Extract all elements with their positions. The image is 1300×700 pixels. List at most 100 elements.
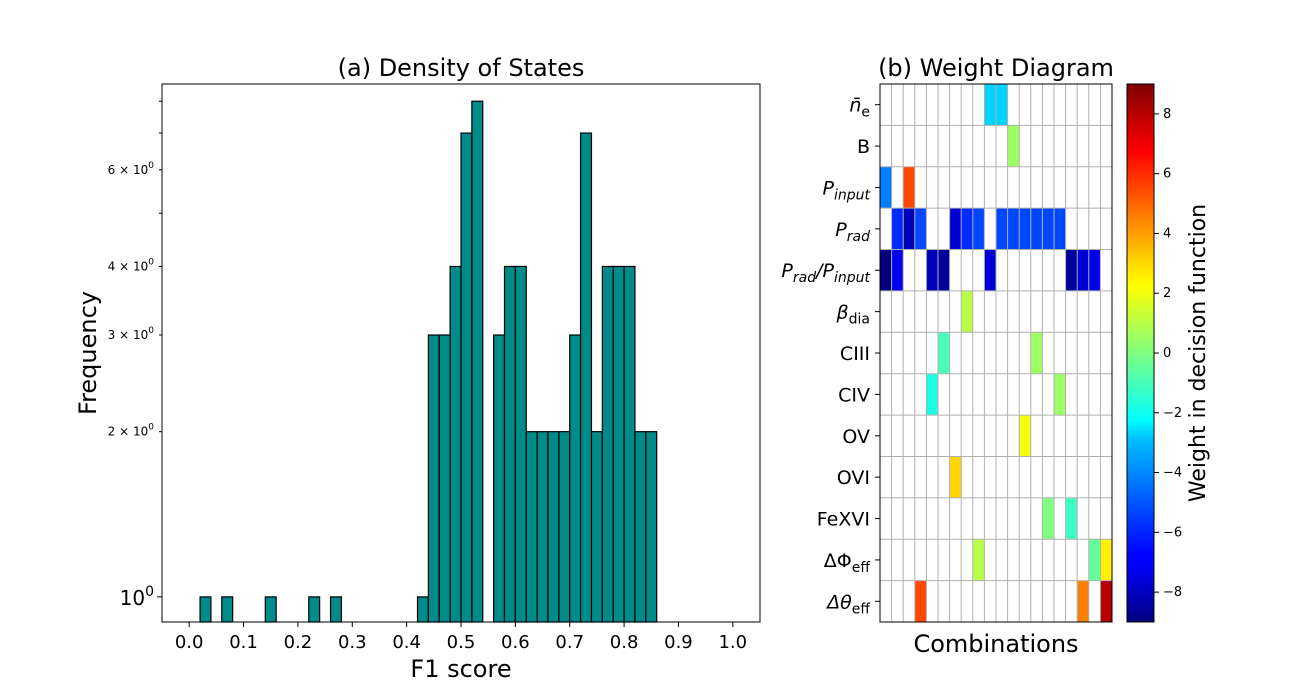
x-tick-label: 0.6	[501, 632, 530, 653]
histogram-bar	[221, 596, 234, 623]
histogram-bar	[525, 431, 538, 623]
colorbar-tick-label: −4	[1163, 466, 1182, 481]
weight-cell	[996, 208, 1008, 250]
histogram-bar	[427, 334, 440, 623]
weight-cell	[972, 208, 985, 250]
histogram-title: (a) Density of States	[338, 54, 585, 82]
weight-cell	[880, 249, 892, 291]
histogram-bar	[569, 334, 582, 623]
colorbar-tick-label: −2	[1163, 406, 1182, 421]
y-tick-label: 100	[120, 584, 154, 610]
weight-cell	[1100, 539, 1112, 581]
x-tick-label: 0.2	[284, 632, 313, 653]
weight-cell	[938, 249, 950, 291]
histogram-x-ticks: 0.0 0.1 0.2 0.3 0.4 0.5 0.6 0.7 0.8 0.9 1.0	[175, 622, 747, 653]
weight-cell	[903, 208, 915, 250]
histogram-bar	[590, 431, 603, 623]
weight-cell	[938, 332, 950, 374]
row-label: FeXVI	[817, 509, 870, 531]
weight-diagram-x-label: Combinations	[913, 630, 1078, 658]
weight-cell	[891, 249, 904, 291]
row-label: ΔΦeff	[824, 550, 871, 576]
weight-cell	[949, 456, 962, 498]
colorbar-ticks: −8 −6 −4 −2 0 2 4 6 8	[1154, 107, 1182, 600]
weight-cell	[1065, 249, 1078, 291]
histogram-bar	[329, 596, 343, 623]
colorbar-tick-label: −6	[1163, 525, 1182, 540]
weight-cell	[984, 249, 996, 291]
weight-cell	[1042, 497, 1054, 540]
histogram-bar	[493, 334, 506, 623]
weight-cell	[891, 208, 904, 250]
row-label: CIV	[838, 384, 870, 406]
row-label: βdia	[836, 302, 871, 328]
weight-cell	[926, 373, 938, 416]
histogram-bar	[645, 431, 658, 623]
histogram-bar	[503, 265, 516, 623]
weight-cell	[1042, 208, 1054, 250]
histogram-bar	[449, 265, 462, 623]
x-tick-label: 0.3	[338, 632, 367, 653]
colorbar-gradient	[1126, 83, 1155, 623]
histogram-bar	[471, 100, 484, 623]
weight-cell	[1088, 249, 1101, 291]
histogram-bar	[558, 431, 571, 623]
x-tick-label: 0.5	[447, 632, 476, 653]
histogram-bar	[623, 265, 636, 623]
weight-diagram-row-labels: n̄e B Pinput Prad Prad/Pinput βdia CIII CIV OV OV…	[781, 95, 880, 617]
weight-cell	[996, 84, 1008, 126]
weight-cell	[1077, 249, 1089, 291]
weight-cell	[961, 290, 973, 333]
x-tick-label: 0.7	[555, 632, 584, 653]
colorbar-label: Weight in decision function	[1186, 204, 1211, 502]
row-label: Pinput	[823, 177, 871, 203]
histogram-bar	[438, 334, 451, 623]
histogram-panel: (a) Density of States 0.0 0.1 0.2 0.3 0.4 0.5…	[74, 54, 761, 683]
weight-cell	[1030, 332, 1043, 374]
histogram-y-ticks: 100 2 × 100 3 × 100 4 × 100 6 × 100	[108, 100, 162, 610]
weight-cell	[1019, 415, 1031, 457]
x-tick-label: 0.9	[664, 632, 693, 653]
weight-cell	[972, 539, 985, 581]
x-tick-label: 0.1	[229, 632, 258, 653]
x-tick-label: 0.4	[392, 632, 421, 653]
histogram-bar	[264, 596, 277, 623]
colorbar-tick-label: 8	[1163, 107, 1171, 122]
colorbar: −8 −6 −4 −2 0 2 4 6 8 Weight in decision functio…	[1126, 83, 1211, 623]
weight-diagram-title: (b) Weight Diagram	[878, 54, 1114, 82]
weight-cell	[1007, 125, 1020, 167]
histogram-x-label: F1 score	[410, 655, 511, 683]
histogram-bar	[634, 431, 647, 623]
row-label: n̄e	[849, 95, 870, 121]
row-label: CIII	[840, 343, 870, 365]
weight-cell	[1088, 539, 1101, 581]
weight-diagram-cells	[880, 84, 1112, 622]
row-label: Δθeff	[825, 591, 870, 617]
histogram-bar	[308, 596, 321, 623]
weight-cell	[1100, 580, 1112, 622]
weight-diagram-grid	[880, 84, 1112, 622]
weight-cell	[1065, 497, 1078, 540]
histogram-bar	[536, 431, 549, 623]
row-label: Prad/Pinput	[781, 260, 870, 286]
histogram-bar	[579, 132, 593, 623]
weight-cell	[1019, 208, 1031, 250]
y-tick-label: 3 × 100	[108, 326, 155, 342]
weight-cell	[1054, 208, 1066, 250]
colorbar-tick-label: 4	[1163, 226, 1171, 241]
x-tick-label: 1.0	[718, 632, 747, 653]
y-tick-label: 4 × 100	[108, 257, 155, 273]
weight-cell	[1030, 208, 1043, 250]
weight-cell	[961, 208, 973, 250]
row-label: OVI	[837, 467, 870, 489]
weight-cell	[949, 208, 962, 250]
histogram-bar	[514, 265, 527, 623]
weight-cell	[1007, 208, 1020, 250]
weight-cell	[903, 166, 915, 209]
colorbar-tick-label: −8	[1163, 585, 1182, 600]
histogram-bar	[416, 596, 429, 623]
histogram-bar	[547, 431, 560, 623]
weight-diagram-panel: (b) Weight Diagram n̄e B Pinput Prad Prad/Pi…	[781, 54, 1114, 658]
weight-cell	[926, 249, 938, 291]
